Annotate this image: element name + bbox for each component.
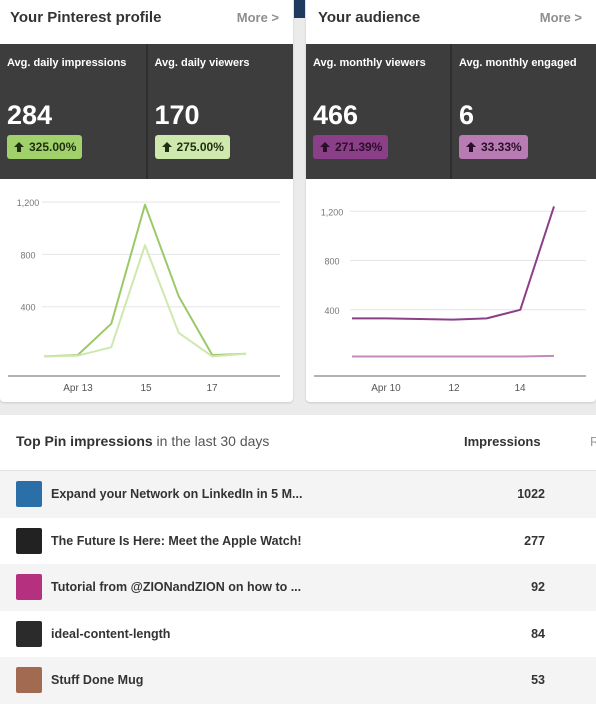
pin-title[interactable]: The Future Is Here: Meet the Apple Watch… xyxy=(51,533,302,548)
stat-label: Avg. daily viewers xyxy=(154,57,250,69)
x-tick-label: 12 xyxy=(448,383,460,394)
more-link[interactable]: More > xyxy=(539,10,582,25)
stats-panel: Avg. daily impressions 284 325.00% Avg. … xyxy=(0,44,293,179)
arrow-up-icon xyxy=(320,142,330,152)
pin-title[interactable]: Tutorial from @ZIONandZION on how to ... xyxy=(51,580,302,595)
table-body: Expand your Network on LinkedIn in 5 M..… xyxy=(0,471,596,704)
table-row[interactable]: The Future Is Here: Meet the Apple Watch… xyxy=(0,518,596,565)
pin-impressions: 1022 xyxy=(517,487,545,502)
pinterest-profile-card: Your Pinterest profile More > Avg. daily… xyxy=(0,0,293,402)
card-header: Your audience More > xyxy=(306,0,596,44)
apple-watch-thumb-icon xyxy=(16,527,42,554)
pin-title[interactable]: ideal-content-length xyxy=(51,626,171,641)
more-link[interactable]: More > xyxy=(236,10,279,25)
y-tick-label: 1,200 xyxy=(321,207,344,217)
linkedin-thumb-icon xyxy=(16,481,42,508)
table-header: Top Pin impressions in the last 30 days … xyxy=(0,415,596,471)
top-pins-table: Top Pin impressions in the last 30 days … xyxy=(0,415,596,704)
pin-impressions: 53 xyxy=(531,673,545,688)
change-badge: 325.00% xyxy=(7,135,83,159)
change-badge: 33.33% xyxy=(459,135,528,159)
next-column-header[interactable]: R xyxy=(590,434,596,449)
table-title-rest: in the last 30 days xyxy=(152,433,270,449)
table-row[interactable]: Tutorial from @ZIONandZION on how to ...… xyxy=(0,564,596,611)
impressions-line-chart: 1,200 800 400 Apr 13 15 17 xyxy=(8,198,280,394)
x-tick-label: Apr 10 xyxy=(371,383,401,394)
arrow-up-icon xyxy=(14,142,24,152)
stat-value: 466 xyxy=(313,100,359,130)
stats-panel: Avg. monthly viewers 466 271.39% Avg. mo… xyxy=(306,44,596,179)
x-tick-label: 14 xyxy=(514,383,526,394)
x-tick-label: 17 xyxy=(206,383,218,394)
stat-label: Avg. daily impressions xyxy=(7,57,127,69)
card-title: Your audience xyxy=(318,9,421,26)
stat-monthly-viewers: Avg. monthly viewers 466 271.39% xyxy=(306,44,450,179)
pin-impressions: 277 xyxy=(524,533,545,548)
audience-card: Your audience More > Avg. monthly viewer… xyxy=(306,0,596,402)
content-length-thumb-icon xyxy=(16,620,42,647)
x-tick-label: 15 xyxy=(140,383,152,394)
stat-label: Avg. monthly viewers xyxy=(313,57,426,69)
mug-thumb-icon xyxy=(16,667,42,694)
y-tick-label: 800 xyxy=(324,257,339,267)
table-row[interactable]: Expand your Network on LinkedIn in 5 M..… xyxy=(0,471,596,518)
y-tick-label: 400 xyxy=(20,303,35,313)
series-line xyxy=(352,206,555,321)
stat-daily-impressions: Avg. daily impressions 284 325.00% xyxy=(0,44,146,179)
stat-monthly-engaged: Avg. monthly engaged 6 33.33% xyxy=(450,44,596,179)
change-value: 271.39% xyxy=(335,140,383,154)
impressions-column-header[interactable]: Impressions xyxy=(464,434,541,449)
arrow-up-icon xyxy=(161,142,172,152)
arrow-up-icon xyxy=(466,142,476,152)
stat-label: Avg. monthly engaged xyxy=(459,57,577,69)
stat-value: 6 xyxy=(459,100,475,130)
change-value: 275.00% xyxy=(176,140,224,154)
pin-impressions: 92 xyxy=(531,580,545,595)
table-title: Top Pin impressions in the last 30 days xyxy=(16,433,269,449)
card-title: Your Pinterest profile xyxy=(10,9,162,26)
stat-value: 284 xyxy=(7,100,53,130)
audience-line-chart: 1,200 800 400 Apr 10 12 14 xyxy=(314,206,586,394)
change-value: 325.00% xyxy=(29,140,77,154)
change-badge: 271.39% xyxy=(313,135,389,159)
change-value: 33.33% xyxy=(481,140,522,154)
pin-impressions: 84 xyxy=(531,626,545,641)
series-line xyxy=(352,354,555,358)
stat-daily-viewers: Avg. daily viewers 170 275.00% xyxy=(145,44,294,179)
change-badge: 275.00% xyxy=(154,135,230,159)
table-row[interactable]: Stuff Done Mug 53 xyxy=(0,657,596,704)
background-accent xyxy=(294,0,305,18)
table-title-bold: Top Pin impressions xyxy=(16,433,153,449)
y-tick-label: 800 xyxy=(20,250,35,260)
tutorial-thumb-icon xyxy=(16,574,42,601)
y-tick-label: 1,200 xyxy=(17,198,40,208)
table-row[interactable]: ideal-content-length 84 xyxy=(0,611,596,658)
card-header: Your Pinterest profile More > xyxy=(0,0,293,44)
series-line xyxy=(43,244,247,358)
pin-title[interactable]: Stuff Done Mug xyxy=(51,673,144,688)
stat-value: 170 xyxy=(154,100,200,130)
series-line xyxy=(43,203,247,358)
pin-title[interactable]: Expand your Network on LinkedIn in 5 M..… xyxy=(51,487,303,502)
x-tick-label: Apr 13 xyxy=(63,383,93,394)
y-tick-label: 400 xyxy=(324,306,339,316)
